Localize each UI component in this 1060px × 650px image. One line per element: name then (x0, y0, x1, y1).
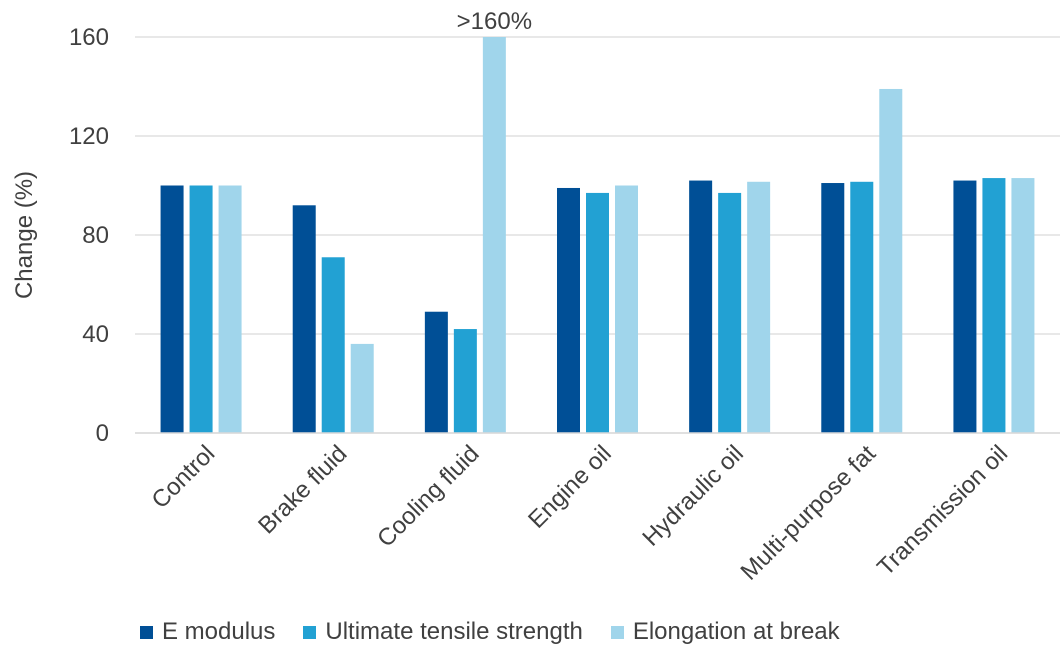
legend-swatch (303, 625, 317, 639)
y-tick-label: 160 (69, 24, 109, 51)
bar (1011, 178, 1035, 433)
bar (850, 181, 874, 433)
bar (615, 185, 638, 433)
x-tick-label: Hydraulic oil (637, 440, 749, 552)
bar (424, 311, 448, 433)
legend-label: Elongation at break (632, 618, 840, 645)
bar (821, 183, 845, 433)
legend-item: E modulus (140, 618, 275, 646)
legend-label: E modulus (162, 618, 276, 645)
x-tick-label: Transmission oil (872, 440, 1013, 581)
x-tick-label: Cooling fluid (372, 440, 484, 552)
legend-label: Ultimate tensile strength (325, 618, 583, 645)
y-tick-label: 40 (82, 321, 109, 348)
bar (321, 257, 345, 433)
bar (953, 180, 977, 433)
bar (586, 192, 609, 433)
bar (218, 185, 242, 433)
y-tick-label: 80 (82, 222, 109, 249)
bar (982, 178, 1006, 433)
bar (482, 37, 506, 433)
bar (879, 88, 903, 433)
legend-swatch (610, 625, 624, 639)
x-tick-label: Multi-purpose fat (736, 440, 882, 586)
x-tick-label: Brake fluid (253, 440, 352, 539)
bar (747, 181, 771, 433)
chart-legend: E modulus Ultimate tensile strength Elonga… (140, 618, 840, 646)
bar (689, 180, 713, 433)
bar (557, 187, 580, 433)
y-axis-title: Change (%) (11, 171, 38, 299)
bar (453, 329, 477, 433)
bar (292, 205, 316, 433)
bar (189, 185, 213, 433)
y-tick-label: 0 (96, 420, 109, 447)
bar (718, 192, 742, 433)
x-tick-label: Control (147, 440, 221, 514)
x-tick-label: Engine oil (523, 440, 617, 534)
legend-item: Ultimate tensile strength (303, 618, 583, 646)
annotation-label: >160% (457, 8, 532, 35)
y-tick-label: 120 (69, 123, 109, 150)
bar (350, 343, 374, 433)
bar (160, 185, 184, 433)
legend-swatch (140, 625, 153, 639)
legend-item: Elongation at break (610, 618, 840, 646)
